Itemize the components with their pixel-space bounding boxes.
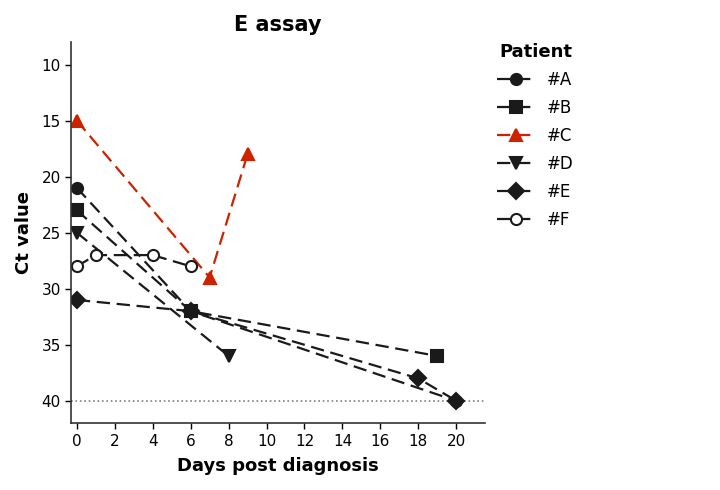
X-axis label: Days post diagnosis: Days post diagnosis xyxy=(177,457,379,475)
Title: E assay: E assay xyxy=(234,15,322,35)
Y-axis label: Ct value: Ct value xyxy=(15,191,33,274)
Legend: #A, #B, #C, #D, #E, #F: #A, #B, #C, #D, #E, #F xyxy=(498,43,574,229)
